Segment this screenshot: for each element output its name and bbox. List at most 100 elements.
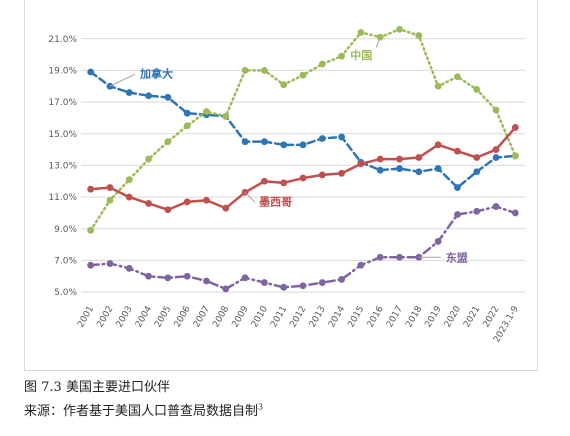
series-lines	[87, 25, 519, 293]
data-point	[222, 112, 230, 120]
y-tick-label: 19.0%	[48, 66, 77, 76]
data-point	[338, 133, 346, 141]
figure-source: 来源：作者基于美国人口普查局数据自制3	[24, 400, 263, 419]
data-point	[164, 274, 172, 282]
y-tick-label: 13.0%	[48, 161, 77, 171]
data-point	[183, 272, 191, 280]
data-point	[164, 138, 172, 146]
data-point	[203, 277, 210, 285]
label-leader	[109, 73, 136, 87]
x-tick-label: 2010	[250, 304, 270, 329]
figure-caption: 图 7.3 美国主要进口伙伴	[24, 380, 170, 395]
chart-frame: 5.0% 7.0% 9.0% 11.0% 13.0% 15.0% 17.0% 19.0% 21.…	[24, 0, 538, 371]
x-tick-label: 2013	[308, 305, 328, 330]
data-point	[145, 155, 152, 163]
x-tick-label: 2022	[482, 305, 502, 330]
label-leader	[244, 191, 256, 203]
series-中国	[87, 25, 519, 234]
data-point	[415, 168, 423, 176]
data-point	[241, 274, 249, 282]
data-point	[125, 89, 133, 96]
series-东盟	[87, 203, 519, 293]
data-point	[260, 279, 268, 286]
data-point	[434, 238, 442, 245]
data-point	[260, 67, 268, 74]
data-point	[454, 147, 461, 155]
data-point	[164, 206, 172, 214]
data-point	[183, 109, 191, 117]
series-label: 中国	[350, 48, 372, 62]
series-label: 东盟	[446, 250, 468, 264]
data-point	[260, 177, 268, 185]
data-point	[164, 93, 172, 101]
data-point	[376, 33, 384, 41]
data-point	[299, 141, 307, 149]
x-tick-label: 2014	[327, 304, 347, 329]
data-point	[260, 138, 268, 146]
data-point	[376, 253, 384, 261]
data-point	[492, 106, 500, 114]
data-point	[511, 209, 519, 217]
data-point	[280, 141, 288, 149]
series-label: 墨西哥	[259, 195, 292, 208]
y-tick-label: 21.0%	[48, 35, 77, 45]
x-tick-label: 2019	[424, 304, 444, 329]
x-tick-label: 2004	[134, 304, 154, 329]
data-point	[106, 196, 114, 204]
data-point	[454, 211, 461, 218]
source-text: 来源：作者基于美国人口普查局数据自制	[24, 404, 259, 419]
data-point	[492, 146, 500, 153]
label-leader	[375, 36, 381, 48]
data-point	[511, 152, 519, 160]
data-point	[183, 198, 191, 206]
y-tick-label: 5.0%	[54, 288, 77, 298]
x-tick-label: 2015	[346, 305, 366, 330]
data-point	[87, 226, 95, 234]
data-point	[454, 184, 461, 191]
data-point	[203, 108, 210, 115]
data-point	[338, 169, 346, 177]
data-point	[87, 68, 95, 76]
data-point	[145, 92, 152, 100]
data-point	[376, 155, 384, 163]
data-point	[280, 283, 288, 291]
x-tick-label: 2017	[385, 305, 405, 330]
y-axis-ticks: 5.0% 7.0% 9.0% 11.0% 13.0% 15.0% 17.0% 19.0% 21.…	[48, 35, 77, 298]
data-point	[87, 261, 95, 269]
data-point	[357, 160, 365, 168]
x-tick-label: 2006	[173, 304, 193, 329]
x-tick-label: 2008	[211, 304, 231, 329]
x-tick-label: 2021	[462, 305, 482, 330]
x-tick-label: 2005	[153, 305, 173, 330]
x-tick-label: 2011	[269, 305, 289, 330]
data-point	[222, 204, 230, 212]
data-point	[318, 60, 326, 68]
data-point	[299, 282, 307, 290]
data-point	[106, 184, 114, 191]
data-point	[473, 86, 481, 93]
line-chart: 5.0% 7.0% 9.0% 11.0% 13.0% 15.0% 17.0% 19.0% 21.…	[48, 25, 525, 345]
data-point	[183, 122, 191, 130]
data-point	[492, 203, 500, 210]
data-point	[473, 207, 481, 215]
series-加拿大	[87, 68, 519, 191]
data-point	[299, 71, 307, 79]
x-axis-ticks: 2001 2002 2003 2004 2005 2006 2007 2008 2009 2010…	[76, 304, 521, 344]
data-point	[145, 272, 152, 280]
data-point	[299, 174, 307, 182]
data-point	[396, 25, 403, 33]
data-point	[318, 171, 326, 179]
data-point	[280, 179, 288, 187]
data-point	[87, 185, 95, 193]
data-point	[396, 165, 403, 172]
y-tick-label: 17.0%	[48, 98, 77, 108]
series-label: 加拿大	[139, 66, 173, 80]
data-point	[357, 29, 365, 36]
gridlines	[81, 38, 525, 293]
x-tick-label: 2007	[192, 305, 212, 330]
data-point	[376, 166, 384, 174]
series-line	[89, 28, 517, 232]
data-point	[473, 154, 481, 161]
data-point	[434, 165, 442, 172]
x-tick-label: 2018	[404, 304, 424, 329]
